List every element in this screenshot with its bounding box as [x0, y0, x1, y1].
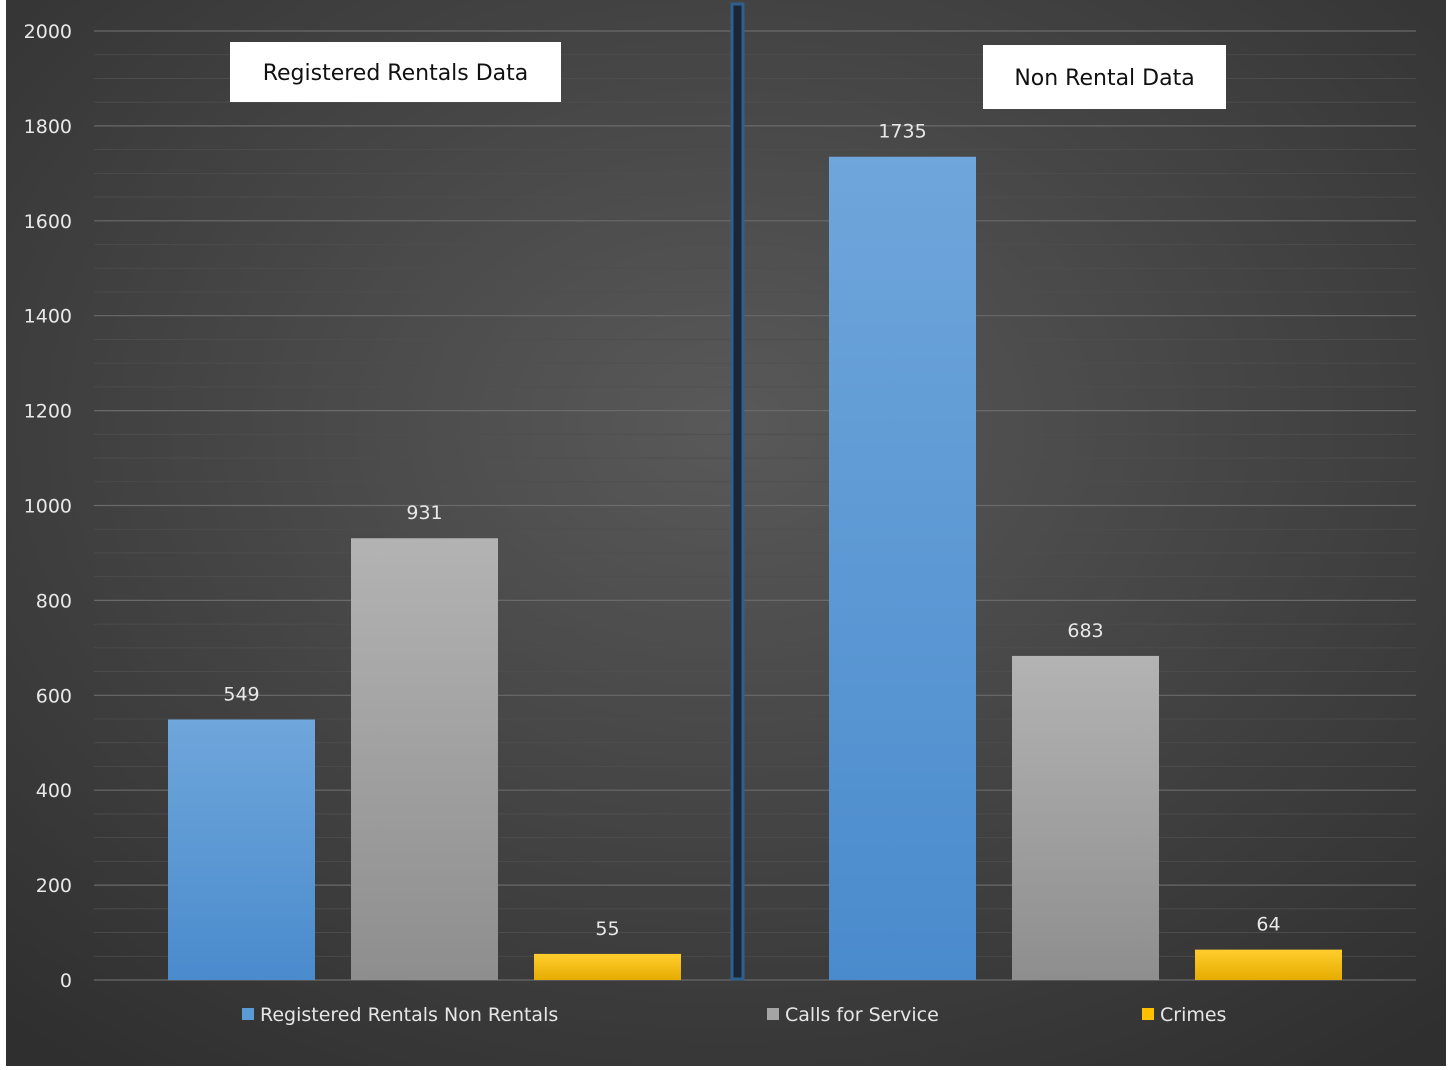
bar	[1012, 655, 1159, 980]
bars	[168, 2, 1342, 981]
group-label: Registered Rentals Data	[263, 61, 529, 86]
bar	[534, 953, 681, 980]
bar-chart: 0 200 400 600 800 1000 1200 1400 1600 1800 2000 54…	[6, 0, 1446, 1066]
legend-label: Crimes	[1160, 1004, 1226, 1026]
y-tick-label: 0	[60, 970, 72, 992]
data-label: 931	[406, 502, 442, 524]
data-label: 1735	[878, 121, 926, 143]
data-label: 55	[595, 918, 619, 940]
chart-svg: 0 200 400 600 800 1000 1200 1400 1600 1800 2000 54…	[6, 0, 1446, 1066]
y-tick-label: 600	[36, 685, 72, 707]
group-divider	[730, 2, 745, 981]
y-tick-label: 1800	[24, 116, 72, 138]
bar	[168, 719, 315, 980]
data-label: 683	[1067, 620, 1103, 642]
y-tick-label: 1600	[24, 211, 72, 233]
data-label: 64	[1256, 914, 1280, 936]
y-tick-label: 1000	[24, 496, 72, 518]
data-labels: 549 931 55 1735 683 64	[223, 121, 1280, 940]
y-axis: 0 200 400 600 800 1000 1200 1400 1600 1800 2000	[24, 21, 72, 992]
y-tick-label: 200	[36, 875, 72, 897]
legend-label: Calls for Service	[785, 1004, 939, 1026]
legend-label: Registered Rentals Non Rentals	[260, 1004, 558, 1026]
y-tick-label: 2000	[24, 21, 72, 43]
bar	[1195, 949, 1342, 980]
legend-swatch	[242, 1008, 254, 1020]
legend-swatch	[767, 1008, 779, 1020]
y-tick-label: 1400	[24, 306, 72, 328]
group-label-panel	[983, 45, 1226, 109]
data-label: 549	[223, 683, 259, 705]
bar	[829, 156, 976, 980]
group-label-panel	[230, 42, 561, 102]
y-tick-label: 400	[36, 780, 72, 802]
bar	[351, 538, 498, 980]
legend: Registered Rentals Non Rentals Calls for …	[242, 1004, 1226, 1026]
y-tick-label: 800	[36, 590, 72, 612]
group-panels: Registered Rentals Data Non Rental Data	[230, 42, 1226, 109]
legend-swatch	[1142, 1008, 1154, 1020]
group-label: Non Rental Data	[1014, 66, 1194, 91]
y-tick-label: 1200	[24, 401, 72, 423]
